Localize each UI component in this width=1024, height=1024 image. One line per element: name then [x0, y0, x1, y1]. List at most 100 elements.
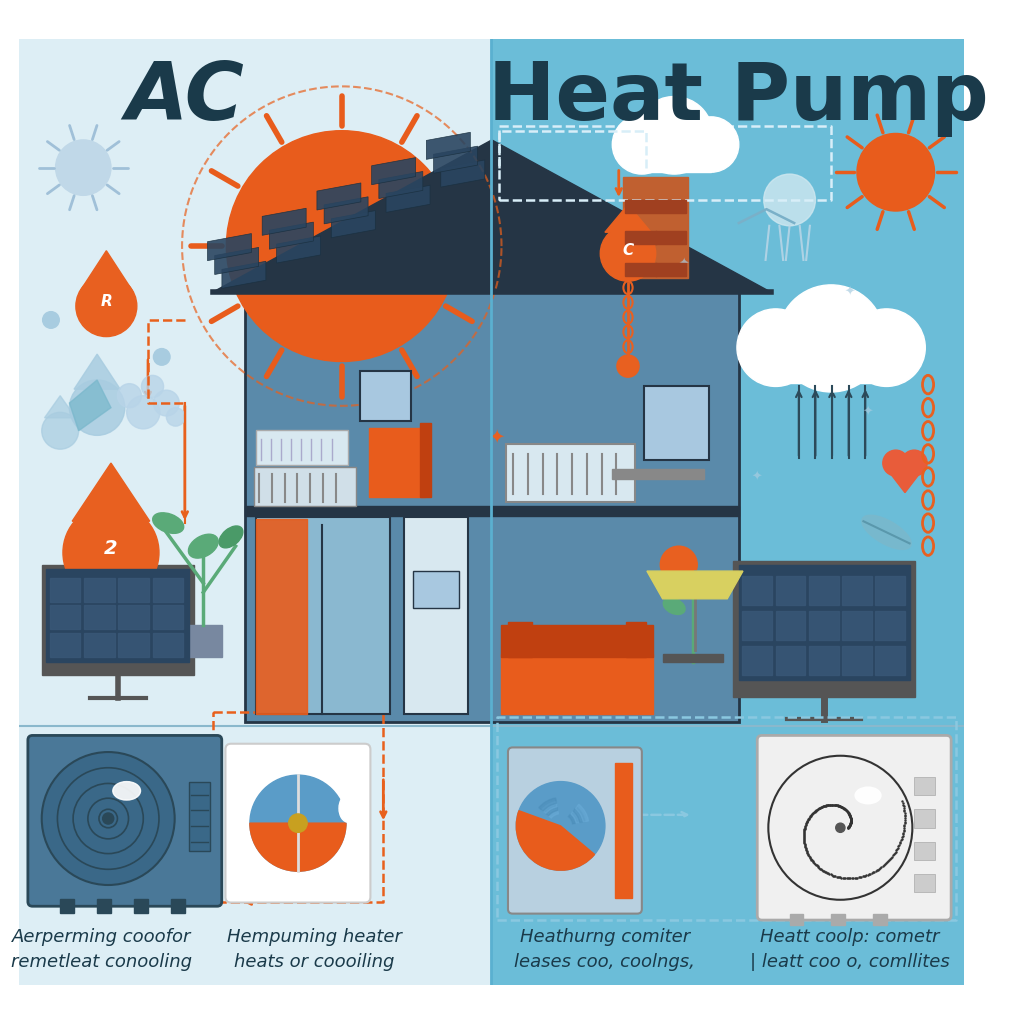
Bar	[842, 610, 871, 640]
Polygon shape	[208, 233, 252, 261]
Bar	[742, 610, 772, 640]
Bar	[46, 569, 189, 662]
Polygon shape	[426, 132, 470, 160]
Text: remetleat conooling: remetleat conooling	[11, 952, 193, 971]
FancyBboxPatch shape	[508, 748, 642, 913]
Bar	[733, 561, 915, 696]
Bar	[644, 386, 709, 460]
Circle shape	[70, 380, 125, 435]
Circle shape	[118, 384, 141, 408]
Polygon shape	[316, 183, 360, 210]
Polygon shape	[379, 171, 423, 199]
Bar	[119, 633, 148, 657]
Circle shape	[42, 752, 175, 885]
Polygon shape	[647, 571, 743, 599]
Circle shape	[62, 505, 159, 601]
Bar	[626, 231, 686, 245]
Circle shape	[857, 133, 935, 211]
Bar	[171, 899, 184, 912]
Bar	[742, 646, 772, 676]
FancyBboxPatch shape	[225, 743, 371, 902]
Circle shape	[848, 309, 926, 386]
Bar	[876, 575, 905, 605]
Bar	[626, 200, 686, 213]
Bar	[742, 575, 772, 605]
Text: R: R	[100, 294, 113, 309]
Bar	[642, 142, 711, 172]
Wedge shape	[545, 805, 558, 816]
Bar	[50, 605, 81, 630]
Bar	[119, 605, 148, 630]
Bar	[184, 625, 222, 657]
Ellipse shape	[219, 526, 243, 548]
Circle shape	[600, 225, 655, 282]
Ellipse shape	[188, 535, 218, 558]
Circle shape	[289, 814, 307, 833]
Circle shape	[616, 355, 639, 377]
Bar	[84, 578, 115, 601]
Bar	[245, 292, 738, 722]
Bar	[360, 371, 411, 421]
Bar	[153, 633, 183, 657]
Bar	[738, 564, 909, 680]
Bar	[876, 610, 905, 640]
Text: AC: AC	[125, 59, 245, 137]
Polygon shape	[81, 251, 132, 291]
Bar	[614, 763, 632, 898]
Circle shape	[737, 309, 814, 386]
Bar	[914, 809, 935, 827]
Circle shape	[102, 813, 114, 824]
Bar	[254, 468, 355, 506]
Circle shape	[127, 395, 160, 429]
Bar	[119, 578, 148, 601]
Circle shape	[76, 275, 137, 337]
Bar	[876, 646, 905, 676]
Bar	[626, 263, 686, 275]
Bar	[809, 575, 839, 605]
Bar	[134, 899, 147, 912]
Circle shape	[226, 131, 457, 361]
Bar	[809, 646, 839, 676]
Text: ✦: ✦	[678, 258, 689, 271]
FancyBboxPatch shape	[758, 735, 951, 921]
Polygon shape	[332, 211, 376, 238]
Wedge shape	[570, 810, 582, 823]
Text: | leatt coo o, comllites: | leatt coo o, comllites	[750, 952, 949, 971]
Bar	[60, 899, 74, 912]
Bar	[914, 842, 935, 860]
Bar	[84, 633, 115, 657]
Polygon shape	[44, 395, 76, 418]
Text: ✦: ✦	[488, 428, 505, 446]
Bar	[50, 578, 81, 601]
Bar	[403, 517, 468, 714]
Polygon shape	[222, 261, 266, 289]
Bar	[256, 517, 390, 714]
Circle shape	[154, 348, 170, 366]
Circle shape	[141, 376, 164, 397]
Wedge shape	[547, 809, 558, 818]
Circle shape	[612, 115, 672, 174]
Bar	[42, 564, 195, 676]
Text: C: C	[623, 244, 634, 258]
Bar	[153, 578, 183, 601]
Bar	[509, 622, 531, 657]
Wedge shape	[542, 802, 557, 813]
Bar	[624, 177, 688, 279]
Bar	[776, 610, 805, 640]
Text: heats or coooiling: heats or coooiling	[233, 952, 394, 971]
Bar	[611, 469, 705, 478]
Ellipse shape	[153, 513, 183, 534]
Circle shape	[836, 823, 845, 833]
Circle shape	[166, 408, 184, 426]
Bar	[420, 423, 431, 497]
Bar	[626, 622, 646, 657]
Polygon shape	[605, 205, 651, 232]
Bar	[776, 346, 887, 383]
Wedge shape	[250, 823, 346, 871]
Bar	[831, 913, 845, 925]
Circle shape	[42, 413, 79, 450]
Bar	[842, 575, 871, 605]
Circle shape	[660, 546, 697, 583]
FancyBboxPatch shape	[28, 735, 222, 906]
Bar	[256, 430, 348, 465]
